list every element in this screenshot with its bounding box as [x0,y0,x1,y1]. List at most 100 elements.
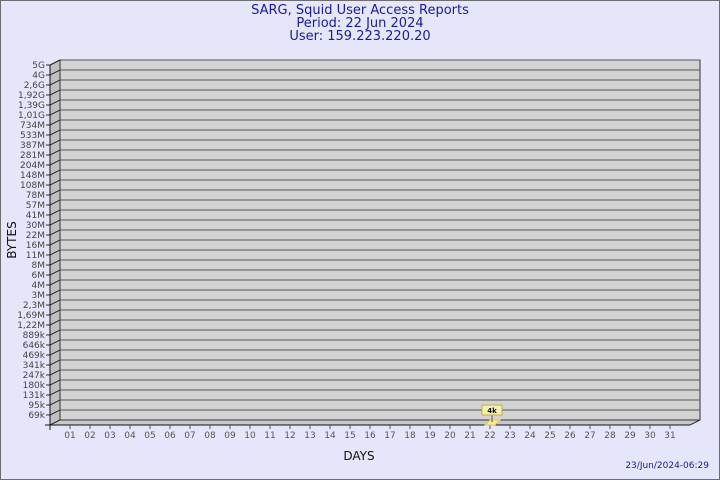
gridline-side [49,359,61,366]
bar-day-22 [483,419,502,426]
gridline-side [49,309,61,316]
y-tick-label: 57M [26,201,45,211]
gridline-side [49,369,61,376]
x-tick-label-19: 19 [424,431,436,441]
x-tick-label-30: 30 [644,431,656,441]
y-tick-label: 1,22M [17,321,45,331]
y-tick-label: 734M [20,121,45,131]
generated-timestamp: 23/Jun/2024-06:29 [625,461,709,471]
x-tick-label-12: 12 [284,431,295,441]
gridline-side [49,269,61,276]
y-tick-label: 341k [23,361,46,371]
y-tick-label: 69k [28,411,45,421]
x-tick-label-18: 18 [404,431,416,441]
y-tick-label: 1,39G [18,101,45,111]
y-axis-label: BYTES [5,221,19,258]
y-tick-label: 387M [20,141,45,151]
x-tick-label-21: 21 [464,431,475,441]
x-tick-label-11: 11 [264,431,275,441]
gridline-side [49,249,61,256]
y-tick-label: 41M [26,211,45,221]
x-axis-label: DAYS [343,449,374,463]
y-tick-label: 6M [32,271,46,281]
x-tick-label-13: 13 [304,431,315,441]
y-tick-label: 11M [26,251,45,261]
x-tick-label-22: 22 [484,431,495,441]
gridline-side [49,219,61,226]
y-tick-label: 30M [26,221,45,231]
data-label-day-22: 4k [487,407,497,415]
x-tick-label-14: 14 [324,431,336,441]
gridline-side [49,179,61,186]
gridline-side [49,299,61,306]
y-tick-label: 108M [20,181,45,191]
y-tick-label: 1,69M [17,311,45,321]
x-tick-label-01: 01 [64,431,75,441]
y-tick-label: 1,01G [18,111,45,121]
gridline-side [49,339,61,346]
y-tick-label: 2,6G [24,81,45,91]
y-tick-label: 95k [28,401,45,411]
y-tick-label: 8M [32,261,46,271]
gridline-side [49,409,61,416]
y-tick-label: 247k [23,371,46,381]
gridline-side [49,399,61,406]
x-tick-label-20: 20 [444,431,456,441]
y-tick-label: 22M [26,231,45,241]
gridline-side [49,329,61,336]
x-tick-label-31: 31 [664,431,675,441]
y-tick-label: 2,3M [23,301,45,311]
y-tick-label: 281M [20,151,45,161]
x-tick-label-05: 05 [144,431,155,441]
y-tick-label: 16M [26,241,45,251]
gridline-side [49,239,61,246]
x-tick-label-23: 23 [504,431,515,441]
y-tick-label: 180k [23,381,46,391]
gridline-side [49,209,61,216]
x-tick-label-09: 09 [224,431,236,441]
x-tick-label-25: 25 [544,431,555,441]
gridline-side [49,139,61,146]
y-tick-label: 3M [32,291,46,301]
gridline-side [49,119,61,126]
x-tick-label-27: 27 [584,431,595,441]
gridline-side [49,69,61,76]
gridline-side [49,279,61,286]
x-tick-label-17: 17 [384,431,395,441]
data-label-box [481,404,503,416]
gridline-side [49,169,61,176]
y-tick-label: 4G [32,71,45,81]
gridline-side [49,79,61,86]
gridline-side [49,99,61,106]
gridline-side [49,59,61,66]
x-tick-label-15: 15 [344,431,355,441]
y-tick-label: 78M [26,191,45,201]
y-tick-label: 5G [32,61,45,71]
gridline-side [49,349,61,356]
chart-title: SARG, Squid User Access Reports [251,3,469,18]
x-tick-label-10: 10 [244,431,256,441]
x-tick-label-26: 26 [564,431,576,441]
gridline-side [49,189,61,196]
gridline-side [49,109,61,116]
gridline-side [49,389,61,396]
gridline-side [49,199,61,206]
y-tick-label: 533M [20,131,45,141]
chart-user: User: 159.223.220.20 [289,29,431,44]
y-tick-label: 469k [23,351,46,361]
x-tick-label-28: 28 [604,431,616,441]
x-tick-label-04: 04 [124,431,136,441]
gridline-side [49,379,61,386]
y-tick-label: 148M [20,171,45,181]
gridline-side [49,89,61,96]
x-tick-label-08: 08 [204,431,216,441]
y-tick-label: 204M [20,161,45,171]
gridline-side [49,149,61,156]
x-tick-label-06: 06 [164,431,176,441]
y-tick-label: 889k [23,331,46,341]
plot-floor [49,419,701,426]
x-tick-label-07: 07 [184,431,195,441]
y-tick-label: 1,92G [18,91,45,101]
y-tick-label: 646k [23,341,46,351]
